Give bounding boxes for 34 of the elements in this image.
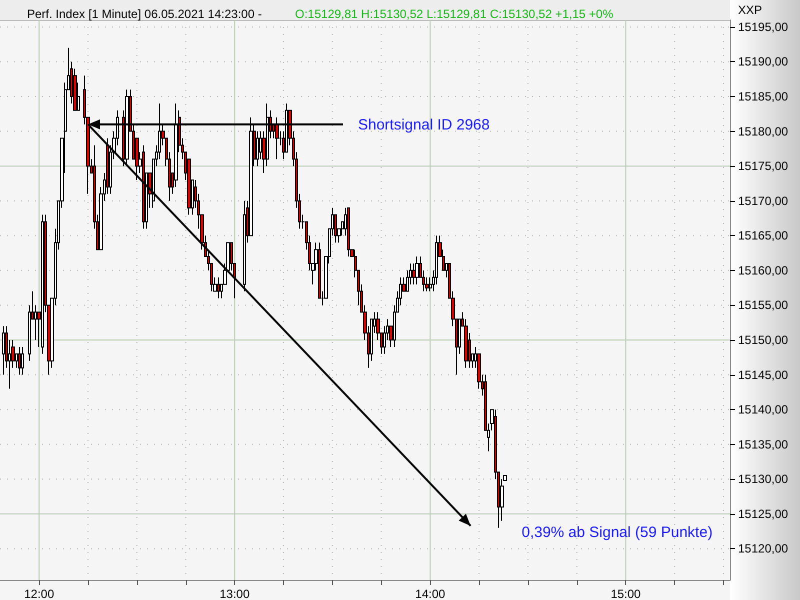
y-tick-label: 15145,00 (738, 368, 788, 382)
y-tick-label: 15120,00 (738, 542, 788, 556)
candlestick (243, 200, 246, 292)
candlestick (347, 207, 350, 258)
y-tick-label: 15195,00 (738, 20, 788, 34)
y-tick-label: 15175,00 (738, 159, 788, 174)
y-tick-label: 15150,00 (738, 333, 788, 347)
y-tick-label: 15155,00 (738, 298, 788, 312)
candlestick (415, 256, 419, 285)
y-tick-label: 15160,00 (738, 263, 788, 278)
x-tick-label: 13:00 (220, 587, 250, 600)
candlestick (41, 214, 44, 354)
y-tick-label: 15135,00 (738, 437, 788, 452)
annotation: 0,39% ab Signal (59 Punkte) (522, 524, 713, 541)
y-axis-title: XXP (738, 3, 762, 17)
y-tick-label: 15185,00 (738, 90, 788, 104)
candlestick (275, 116, 279, 160)
chart-subtitle: O:15129,81 H:15130,52 L:15129,81 C:15130,52 +1,15 +0% (295, 7, 614, 21)
y-tick-label: 15125,00 (738, 506, 788, 521)
y-tick-label: 15130,00 (738, 472, 788, 486)
annotation: Shortsignal ID 2968 (358, 116, 490, 134)
x-tick-label: 14:00 (415, 587, 446, 600)
y-tick-label: 15170,00 (738, 194, 788, 208)
y-tick-label: 15165,00 (738, 228, 788, 243)
y-tick-label: 15190,00 (738, 54, 788, 69)
chart-title: Perf. Index [1 Minute] 06.05.2021 14:23:00 - (27, 7, 262, 21)
y-tick-label: 15180,00 (738, 124, 788, 138)
candlestick (217, 276, 220, 299)
candlestick (21, 346, 24, 376)
candlestick (142, 144, 145, 230)
y-tick-label: 15140,00 (738, 402, 788, 417)
x-tick-label: 15:00 (610, 587, 642, 600)
x-tick-label: 12:00 (24, 587, 54, 600)
candlestick (18, 346, 21, 376)
